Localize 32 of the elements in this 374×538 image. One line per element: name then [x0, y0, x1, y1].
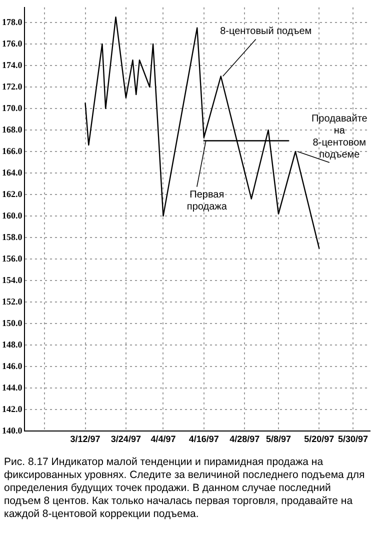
- y-tick-label: 146.0: [2, 360, 23, 371]
- y-tick-label: 176.0: [2, 38, 23, 48]
- y-tick-label: 172.0: [2, 81, 23, 92]
- y-tick-label: 178.0: [2, 16, 23, 27]
- y-tick-label: 140.0: [2, 426, 23, 436]
- y-tick-label: 162.0: [2, 188, 23, 199]
- y-tick-label: 170.0: [2, 102, 23, 113]
- y-tick-label: 164.0: [2, 167, 23, 178]
- y-tick-label: 168.0: [2, 124, 23, 134]
- x-tick-label: 4/16/97: [188, 434, 219, 444]
- annotation: Продавайте на 8-центовом подъеме: [311, 113, 368, 160]
- y-tick-label: 174.0: [2, 60, 23, 70]
- x-tick-label: 5/20/97: [304, 434, 334, 444]
- x-tick-label: 4/4/97: [150, 434, 176, 444]
- annotation: Первая продажа: [186, 190, 228, 213]
- x-tick-label: 5/30/97: [338, 434, 368, 444]
- y-tick-label: 150.0: [2, 318, 23, 328]
- y-tick-label: 166.0: [2, 146, 23, 156]
- y-tick-label: 144.0: [2, 382, 23, 393]
- y-tick-label: 148.0: [2, 339, 23, 350]
- x-tick-label: 4/28/97: [230, 434, 260, 444]
- x-tick-label: 5/8/97: [266, 434, 291, 444]
- y-tick-label: 152.0: [2, 296, 23, 306]
- y-tick-label: 142.0: [2, 404, 23, 414]
- y-tick-label: 158.0: [2, 232, 23, 242]
- text: Рис. 8.17 Индикатор малой тенденции и пирамидная продажа на фиксированных уровнях. Следите за величиной последнего подъема для определения будущих точек продажи. В данном случае последний подъем 8 центов. Как только началась первая торговля, продавайте на каждой 8-центовой коррекции подъема.: [3, 455, 366, 521]
- x-tick-label: 3/12/97: [70, 434, 100, 444]
- y-tick-label: 154.0: [2, 274, 23, 285]
- x-tick-label: 3/24/97: [110, 434, 141, 444]
- annotation: 8-центовый подъем: [220, 26, 312, 37]
- y-tick-label: 156.0: [2, 253, 23, 264]
- y-tick-label: 160.0: [2, 210, 23, 220]
